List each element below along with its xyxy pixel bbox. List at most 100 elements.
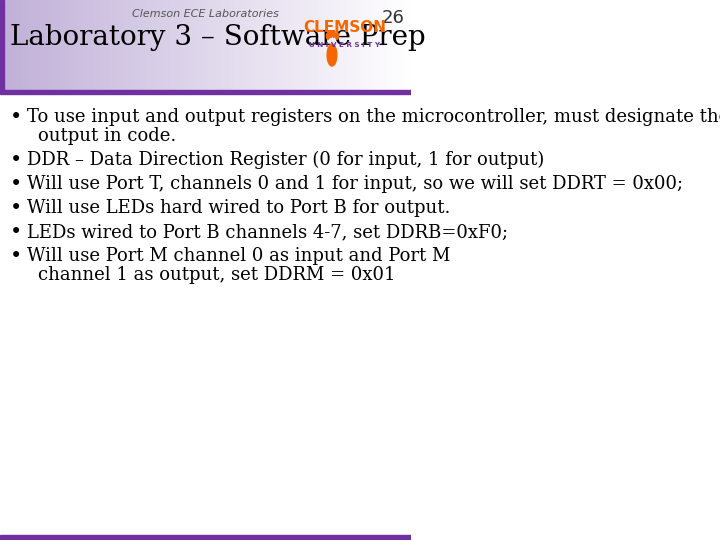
Bar	[256, 0, 258, 90]
Bar	[307, 0, 309, 90]
Bar	[119, 0, 121, 90]
Bar	[312, 0, 314, 90]
Bar	[337, 0, 338, 90]
Text: CLEMSON: CLEMSON	[303, 20, 386, 35]
Bar	[132, 0, 135, 90]
Bar	[357, 0, 359, 90]
Bar	[407, 0, 408, 90]
Bar	[284, 0, 285, 90]
Bar	[245, 0, 247, 90]
Bar	[176, 0, 179, 90]
Bar	[387, 0, 390, 90]
Bar	[174, 0, 176, 90]
Bar	[55, 0, 57, 90]
Bar	[127, 0, 130, 90]
Text: •: •	[10, 247, 22, 266]
Ellipse shape	[327, 44, 337, 66]
Bar	[313, 0, 315, 90]
Bar	[144, 0, 145, 90]
Bar	[29, 0, 31, 90]
Bar	[282, 0, 284, 90]
Bar	[49, 0, 51, 90]
Bar	[52, 0, 54, 90]
Bar	[401, 0, 403, 90]
Bar	[130, 0, 132, 90]
Bar	[138, 0, 140, 90]
Bar	[404, 0, 406, 90]
Bar	[45, 0, 47, 90]
Bar	[409, 0, 411, 90]
Bar	[374, 0, 376, 90]
Bar	[318, 0, 320, 90]
Bar	[275, 0, 277, 90]
Text: Will use Port T, channels 0 and 1 for input, so we will set DDRT = 0x00;: Will use Port T, channels 0 and 1 for in…	[27, 175, 683, 193]
Text: •: •	[10, 108, 22, 127]
Bar	[310, 0, 311, 90]
Bar	[0, 535, 410, 540]
Bar	[153, 0, 156, 90]
Bar	[40, 0, 42, 90]
Bar	[125, 0, 127, 90]
Bar	[24, 0, 27, 90]
Bar	[253, 0, 255, 90]
Bar	[173, 0, 174, 90]
Bar	[393, 0, 395, 90]
Bar	[187, 0, 189, 90]
Bar	[240, 0, 241, 90]
Bar	[408, 0, 410, 90]
Bar	[14, 0, 16, 90]
Bar	[352, 0, 354, 90]
Bar	[108, 0, 110, 90]
Bar	[333, 0, 335, 90]
Ellipse shape	[326, 33, 330, 39]
Bar	[226, 0, 228, 90]
Bar	[269, 0, 270, 90]
Bar	[212, 0, 214, 90]
Bar	[297, 0, 299, 90]
Bar	[67, 0, 69, 90]
Bar	[60, 0, 62, 90]
Bar	[400, 0, 402, 90]
Bar	[8, 0, 10, 90]
Bar	[363, 0, 365, 90]
Bar	[264, 0, 266, 90]
Bar	[126, 0, 128, 90]
Bar	[159, 0, 161, 90]
Bar	[217, 0, 220, 90]
Ellipse shape	[329, 31, 333, 37]
Bar	[405, 0, 407, 90]
Bar	[44, 0, 46, 90]
Bar	[134, 0, 136, 90]
Bar	[257, 0, 259, 90]
Bar	[228, 0, 229, 90]
Bar	[320, 0, 323, 90]
Bar	[289, 0, 291, 90]
Bar	[96, 0, 98, 90]
Bar	[194, 0, 197, 90]
Bar	[120, 0, 122, 90]
Bar	[246, 0, 248, 90]
Bar	[361, 0, 364, 90]
Bar	[214, 0, 215, 90]
Bar	[371, 0, 373, 90]
Bar	[334, 0, 336, 90]
Bar	[251, 0, 253, 90]
Bar	[105, 0, 107, 90]
Bar	[97, 0, 99, 90]
Bar	[197, 0, 199, 90]
Bar	[379, 0, 381, 90]
Bar	[354, 0, 356, 90]
Text: •: •	[10, 175, 22, 194]
Bar	[64, 0, 66, 90]
Bar	[243, 0, 246, 90]
Bar	[148, 0, 150, 90]
Bar	[225, 0, 227, 90]
Text: •: •	[10, 151, 22, 170]
Bar	[42, 0, 45, 90]
Bar	[189, 0, 191, 90]
Bar	[336, 0, 338, 90]
Text: •: •	[10, 223, 22, 242]
Bar	[229, 0, 230, 90]
Bar	[118, 0, 120, 90]
Bar	[293, 0, 295, 90]
